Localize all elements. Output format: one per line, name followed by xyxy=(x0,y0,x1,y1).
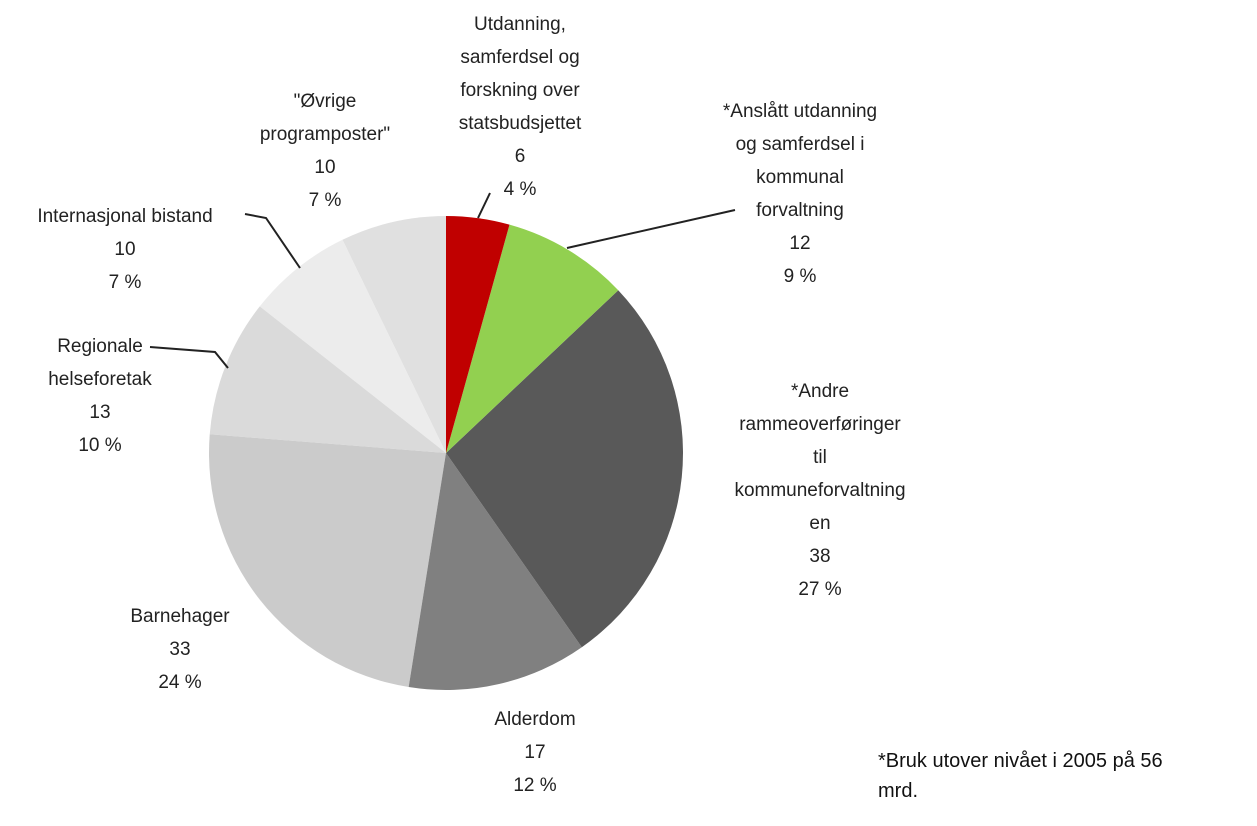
leader-line xyxy=(477,192,491,219)
leader-line xyxy=(149,346,229,369)
pie-slice xyxy=(209,306,446,453)
pie-slice xyxy=(342,216,446,453)
slice-label: Utdanning, samferdsel og forskning over … xyxy=(390,8,650,206)
pie-slice xyxy=(259,239,446,453)
pie-slice xyxy=(408,453,582,690)
footnote: *Bruk utover nivået i 2005 på 56 mrd. xyxy=(878,750,1163,802)
percent-label: 12 % xyxy=(513,775,557,796)
pie-slice xyxy=(446,216,510,453)
category-label: Alderdom xyxy=(494,709,576,730)
leader-line xyxy=(244,213,301,269)
value-label: 38 xyxy=(809,546,831,567)
percent-label: 7 % xyxy=(108,272,142,293)
percent-label: 7 % xyxy=(308,190,342,211)
percent-label: 24 % xyxy=(158,672,202,693)
percent-label: 27 % xyxy=(798,579,842,600)
slice-label: Regionale helseforetak 13 10 % xyxy=(0,330,230,462)
percent-label: 10 % xyxy=(78,435,122,456)
value-label: 6 xyxy=(514,146,526,167)
value-label: 13 xyxy=(89,402,111,423)
slice-label: Barnehager 33 24 % xyxy=(50,600,310,699)
slice-label: *Andre rammeoverføringer til kommuneforv… xyxy=(690,375,950,606)
value-label: 17 xyxy=(524,742,546,763)
category-label: Regionale helseforetak xyxy=(48,336,152,390)
slice-label: Alderdom 17 12 % xyxy=(405,703,665,802)
percent-label: 9 % xyxy=(783,266,817,287)
category-label: *Andre rammeoverføringer til kommuneforv… xyxy=(734,381,906,534)
slice-label: Internasjonal bistand 10 7 % xyxy=(0,200,255,299)
pie-slice xyxy=(446,290,684,648)
percent-label: 4 % xyxy=(503,179,537,200)
leader-line xyxy=(566,209,736,249)
category-label: "Øvrige programposter" xyxy=(259,91,391,145)
pie-slice xyxy=(208,434,446,688)
slice-label: "Øvrige programposter" 10 7 % xyxy=(195,85,455,217)
pie-slice xyxy=(446,224,619,453)
slice-label: *Anslått utdanning og samferdsel i kommu… xyxy=(670,95,930,293)
value-label: 10 xyxy=(314,157,336,178)
value-label: 12 xyxy=(789,233,811,254)
value-label: 10 xyxy=(114,239,136,260)
category-label: Utdanning, samferdsel og forskning over … xyxy=(458,14,582,134)
category-label: Barnehager xyxy=(130,606,230,627)
category-label: Internasjonal bistand xyxy=(37,206,213,227)
category-label: *Anslått utdanning og samferdsel i kommu… xyxy=(722,101,878,221)
value-label: 33 xyxy=(169,639,191,660)
